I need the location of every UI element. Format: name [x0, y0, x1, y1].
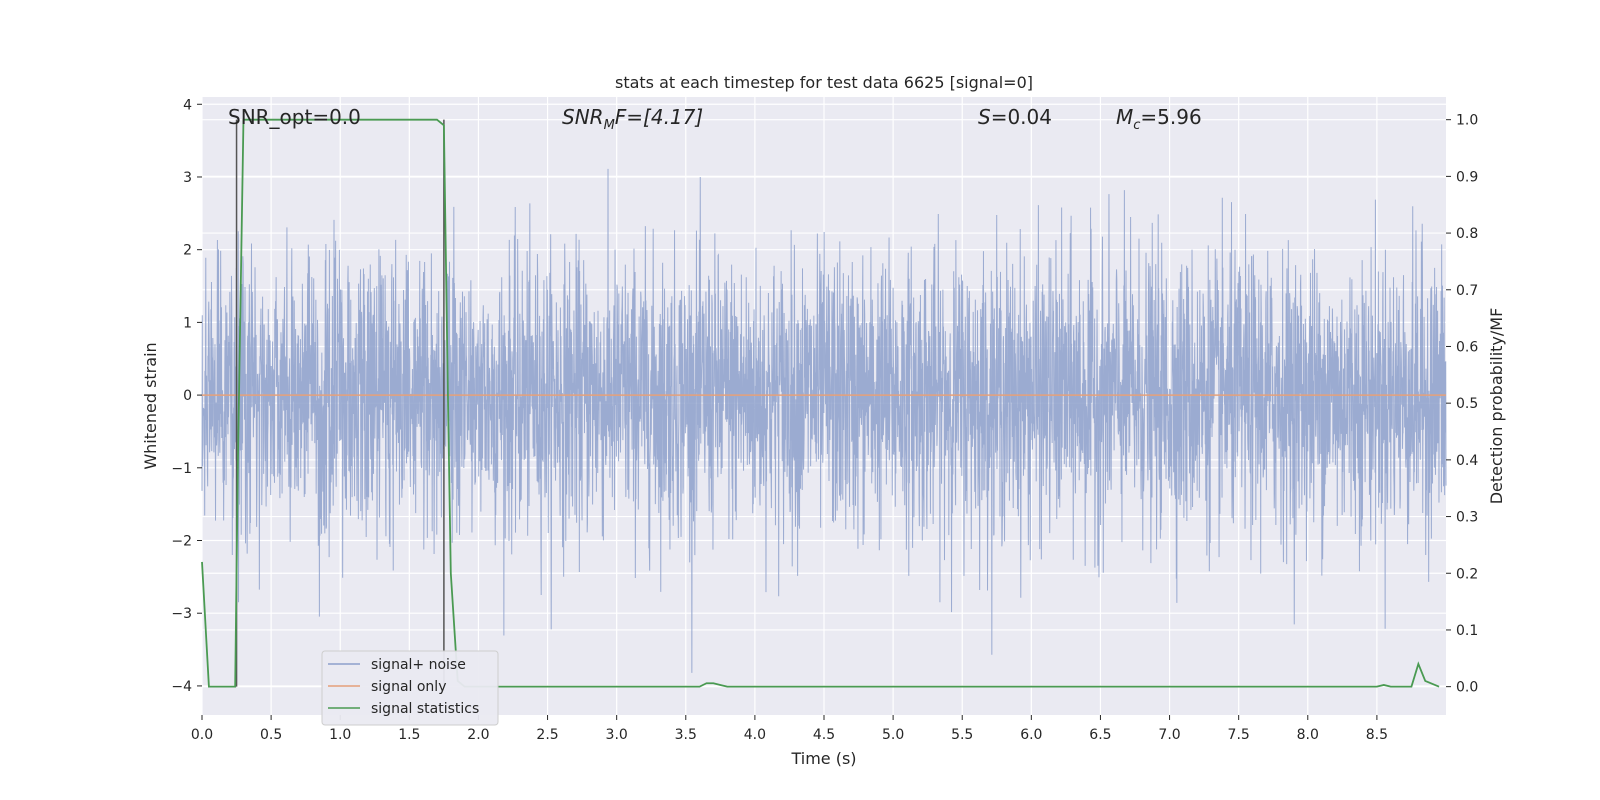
y-left-axis-ticks: 4 3 2 1 0 −1 −2 −3 −4: [171, 97, 202, 695]
x-tick-label: 4.5: [813, 727, 835, 743]
x-tick-label: 1.0: [329, 727, 351, 743]
legend-label-signal: signal only: [371, 679, 446, 695]
y-left-tick-label: −3: [171, 606, 192, 622]
x-tick-label: 8.5: [1366, 727, 1388, 743]
y-right-tick-label: 0.7: [1456, 283, 1478, 299]
legend-label-stats: signal statistics: [371, 701, 479, 717]
x-tick-label: 2.5: [536, 727, 558, 743]
y-right-tick-label: 1.0: [1456, 113, 1478, 129]
y-left-tick-label: 3: [183, 170, 192, 186]
chart-title: stats at each timestep for test data 662…: [615, 73, 1033, 92]
x-tick-label: 8.0: [1297, 727, 1319, 743]
signal-statistics-series: [201, 118, 1440, 688]
x-tick-label: 1.5: [398, 727, 420, 743]
annotation-snr-mf: SNRMF=[4.17]: [562, 105, 703, 133]
x-tick-label: 6.0: [1020, 727, 1042, 743]
x-tick-label: 0.5: [260, 727, 282, 743]
x-tick-label: 7.0: [1158, 727, 1180, 743]
x-axis-label: Time (s): [790, 749, 856, 768]
x-tick-label: 0.0: [191, 727, 213, 743]
x-tick-label: 5.0: [882, 727, 904, 743]
x-tick-label: 4.0: [744, 727, 766, 743]
x-tick-label: 7.5: [1228, 727, 1250, 743]
y-left-axis-label: Whitened strain: [141, 342, 160, 469]
y-right-tick-label: 0.5: [1456, 396, 1478, 412]
y-right-tick-label: 0.4: [1456, 453, 1478, 469]
annotation-mc: Mc=5.96: [1116, 105, 1202, 133]
y-left-tick-label: −2: [171, 534, 192, 550]
annotation-snr-opt: SNR_opt=0.0: [228, 105, 361, 129]
x-tick-label: 3.5: [675, 727, 697, 743]
legend: signal+ noise signal only signal statist…: [321, 650, 499, 726]
y-left-tick-label: −1: [171, 461, 192, 477]
legend-box: [321, 650, 499, 726]
y-right-tick-label: 0.2: [1456, 566, 1478, 582]
y-right-tick-label: 0.6: [1456, 339, 1478, 355]
x-tick-label: 5.5: [951, 727, 973, 743]
x-tick-label: 3.0: [606, 727, 628, 743]
signal-statistics-line: [201, 118, 1440, 688]
y-left-tick-label: 4: [183, 97, 192, 113]
signal-noise-line: [201, 168, 1447, 673]
y-right-tick-label: 0.1: [1456, 623, 1478, 639]
y-right-tick-label: 0.8: [1456, 226, 1478, 242]
y-left-tick-label: 2: [183, 243, 192, 259]
annotation-s: S=0.04: [978, 105, 1052, 129]
y-right-axis-label: Detection probability/MF: [1487, 308, 1506, 505]
y-right-tick-label: 0.0: [1456, 680, 1478, 696]
legend-label-noise: signal+ noise: [371, 657, 466, 673]
y-left-tick-label: −4: [171, 679, 192, 695]
x-axis-ticks: 0.0 0.5 1.0 1.5 2.0 2.5 3.0 3.5 4.0 4.5 5.0 5.5 6.0 6…: [191, 715, 1388, 743]
x-tick-label: 6.5: [1089, 727, 1111, 743]
signal-noise-series: [201, 168, 1447, 673]
y-right-tick-label: 0.9: [1456, 169, 1478, 185]
y-right-tick-label: 0.3: [1456, 510, 1478, 526]
y-left-tick-label: 1: [183, 315, 192, 331]
y-right-axis-ticks: 1.0 0.9 0.8 0.7 0.6 0.5 0.4 0.3 0.2 0.1 0.0: [1446, 113, 1478, 696]
y-left-tick-label: 0: [183, 388, 192, 404]
x-tick-label: 2.0: [467, 727, 489, 743]
